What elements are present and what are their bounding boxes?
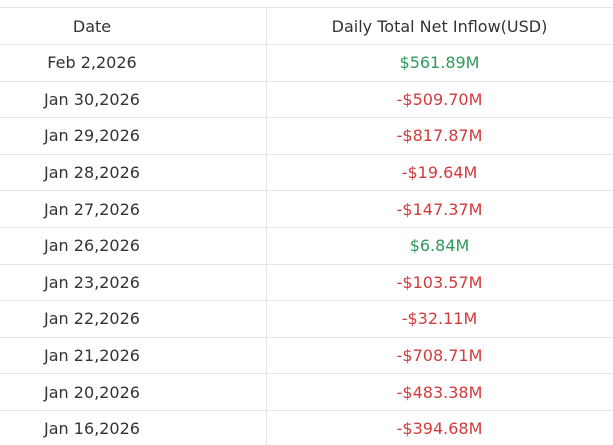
date-cell: Jan 26,2026 [0,228,267,264]
inflow-cell: $6.84M [409,236,470,256]
date-cell: Jan 29,2026 [0,118,267,154]
header-cell: Date [0,8,267,44]
inflow-cell: -$147.37M [396,199,483,219]
inflow-cell: -$103.57M [396,272,483,292]
header-cell: Daily Total Net Inflow(USD) [331,16,548,36]
date-cell: Jan 28,2026 [0,154,267,191]
date-cell: Jan 22,2026 [0,301,267,337]
table-row: Jan 22,2026 -$32.11M [0,301,613,338]
date-cell: Jan 30,2026 [0,81,267,118]
table-row: Jan 20,2026 -$483.38M [0,374,613,411]
inflow-cell: -$394.68M [396,419,483,439]
inflow-cell: $561.89M [399,53,480,73]
date-cell: Jan 21,2026 [0,337,267,374]
inflow-cell: -$19.64M [401,163,478,183]
inflow-cell: -$509.70M [396,89,483,109]
date-cell: Feb 2,2026 [0,45,267,81]
table-row: Jan 30,2026 -$509.70M [0,81,613,119]
table-row: Jan 28,2026 -$19.64M [0,154,613,192]
table-row: Jan 29,2026 -$817.87M [0,118,613,155]
date-cell: Jan 23,2026 [0,264,267,301]
table-row: Jan 23,2026 -$103.57M [0,264,613,302]
table-row: Jan 16,2026 -$394.68M [0,411,613,445]
header-row: Date Daily Total Net Inflow(USD) [0,7,613,45]
table-row: Jan 26,2026 $6.84M [0,228,613,265]
table-row: Feb 2,2026 $561.89M [0,45,613,82]
inflow-cell: -$483.38M [396,382,483,402]
inflow-cell: -$32.11M [401,309,478,329]
table-row: Jan 27,2026 -$147.37M [0,191,613,228]
date-cell: Jan 16,2026 [0,411,267,445]
inflow-cell: -$817.87M [396,126,483,146]
inflow-cell: -$708.71M [396,346,483,366]
date-cell: Jan 27,2026 [0,191,267,227]
date-cell: Jan 20,2026 [0,374,267,410]
table-row: Jan 21,2026 -$708.71M [0,337,613,375]
